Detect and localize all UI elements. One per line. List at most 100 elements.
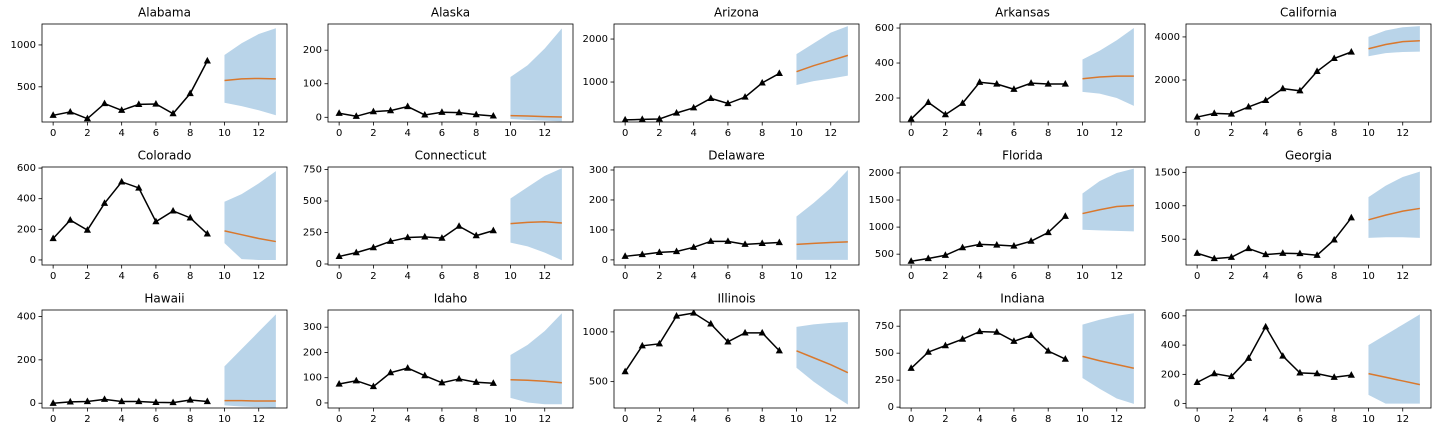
marker	[907, 364, 915, 371]
marker	[1027, 331, 1035, 338]
marker	[655, 248, 664, 256]
history-line	[1196, 217, 1352, 260]
history-line	[910, 330, 1066, 369]
marker	[1227, 110, 1236, 117]
y-tick-label: 1500	[1155, 167, 1180, 178]
marker	[1193, 113, 1201, 120]
x-tick-label: 6	[1011, 271, 1017, 282]
y-tick-label: 1500	[869, 195, 894, 206]
panel: 0 2 4 6 8 10 12 500 1000 Alabama	[11, 6, 288, 139]
axes-frame	[613, 23, 860, 123]
plot-area	[335, 168, 562, 261]
x-tick-label: 2	[656, 271, 662, 282]
x-tick-label: 12	[538, 128, 551, 139]
plot-area	[1193, 171, 1420, 262]
marker	[1210, 254, 1218, 262]
plot-area	[49, 171, 276, 260]
y-tick-label: 2000	[1155, 75, 1180, 86]
marker	[1279, 249, 1287, 256]
forecast-band	[1368, 26, 1420, 57]
x-tick-label: 6	[725, 271, 731, 282]
marker	[924, 348, 932, 355]
panel: 0 2 4 6 8 10 12 0 200 400 600 Colorado	[17, 149, 288, 282]
marker	[1347, 371, 1355, 378]
plot-area	[49, 314, 276, 408]
y-tick-label: 200	[875, 93, 894, 104]
axes-frame	[327, 309, 574, 409]
plot-area	[621, 169, 848, 260]
x-tick-label: 10	[1362, 414, 1375, 425]
x-tick-label: 12	[1110, 271, 1123, 282]
marker	[993, 328, 1001, 335]
x-tick-label: 0	[908, 128, 914, 139]
y-tick-label: 4000	[1155, 32, 1180, 43]
x-tick-label: 10	[1362, 271, 1375, 282]
x-tick-label: 6	[1011, 128, 1017, 139]
x-tick-label: 8	[1045, 414, 1051, 425]
forecast-band	[510, 28, 562, 122]
axes-frame	[613, 166, 860, 266]
marker	[775, 346, 783, 354]
panel-title: Colorado	[138, 149, 192, 163]
y-tick-label: 1000	[583, 327, 608, 338]
x-tick-label: 2	[1228, 414, 1234, 425]
x-tick-label: 10	[218, 128, 231, 139]
axes-frame	[1185, 309, 1432, 409]
y-tick-label: 500	[303, 196, 322, 207]
x-tick-label: 10	[218, 271, 231, 282]
x-tick-label: 10	[1076, 271, 1089, 282]
marker	[186, 89, 194, 97]
marker	[672, 247, 681, 255]
marker	[1244, 354, 1253, 361]
marker	[49, 234, 57, 242]
marker	[1210, 369, 1218, 377]
x-tick-label: 6	[153, 414, 159, 425]
x-tick-label: 4	[1262, 414, 1268, 425]
y-tick-label: 500	[589, 377, 608, 388]
marker	[1210, 109, 1218, 116]
forecast-band	[796, 321, 848, 405]
marker	[1227, 253, 1236, 260]
marker	[421, 232, 429, 240]
x-tick-label: 4	[690, 128, 696, 139]
y-tick-label: 200	[303, 347, 322, 358]
x-tick-label: 12	[1396, 271, 1409, 282]
marker	[924, 98, 932, 105]
marker	[1027, 237, 1035, 244]
x-tick-label: 0	[336, 414, 342, 425]
marker	[438, 108, 446, 115]
x-tick-label: 8	[187, 271, 193, 282]
x-tick-label: 6	[1297, 414, 1303, 425]
y-tick-label: 2000	[869, 168, 894, 179]
y-tick-label: 500	[17, 82, 36, 93]
x-tick-label: 6	[439, 128, 445, 139]
marker	[907, 257, 915, 264]
plot-area	[907, 168, 1134, 264]
marker	[335, 109, 343, 116]
panel: 0 2 4 6 8 10 12 0 200 400 600 Iowa	[1161, 292, 1432, 425]
x-tick-label: 2	[370, 271, 376, 282]
x-tick-label: 12	[252, 271, 265, 282]
history-line	[911, 215, 1066, 262]
x-tick-label: 6	[1297, 271, 1303, 282]
x-tick-label: 2	[84, 128, 90, 139]
y-tick-label: 200	[1161, 369, 1180, 380]
y-tick-label: 500	[875, 249, 894, 260]
marker	[924, 254, 932, 262]
x-tick-label: 8	[759, 271, 765, 282]
marker	[1061, 212, 1069, 219]
x-tick-label: 4	[690, 271, 696, 282]
marker	[724, 337, 732, 345]
x-tick-label: 0	[336, 271, 342, 282]
forecast-line	[1368, 207, 1420, 221]
y-tick-label: 1000	[1155, 201, 1180, 212]
marker	[707, 319, 715, 327]
marker	[941, 110, 950, 118]
panel-title: Alaska	[431, 6, 470, 20]
marker	[169, 398, 177, 406]
x-tick-label: 6	[153, 128, 159, 139]
x-tick-label: 4	[118, 414, 124, 425]
x-tick-label: 10	[790, 128, 803, 139]
panel-title: Georgia	[1285, 149, 1332, 163]
marker	[455, 374, 463, 382]
